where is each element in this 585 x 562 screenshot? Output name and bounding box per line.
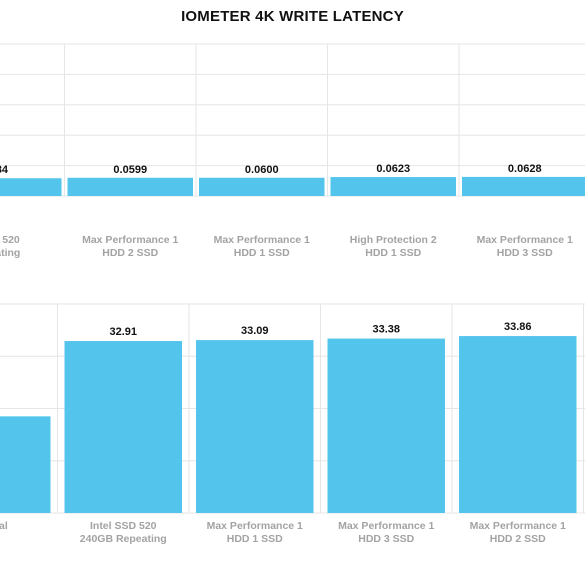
chart-top-latency: 384 SSD 520epeating 0.0599 Max Performance … (0, 43, 585, 259)
data-label: 0.0628 (508, 163, 542, 175)
data-label: 32.91 (109, 326, 137, 338)
bar (462, 176, 585, 196)
category-label: HDD 1 SSD (227, 533, 283, 545)
category-label: SSD 520 (0, 234, 20, 246)
chart-title: IOMETER 4K WRITE LATENCY (181, 8, 404, 25)
category-label: Max Performance 1 (338, 520, 434, 532)
bar (0, 178, 62, 196)
data-label: 0.0600 (245, 164, 279, 176)
category-label: HDD 3 SSD (358, 533, 414, 545)
category-label: HDD 1 SSD (234, 247, 290, 259)
category-label: Max Performance 1 (477, 234, 573, 246)
category-label: Max Performance 1 (214, 234, 310, 246)
category-label: Max Performance 1 (82, 234, 178, 246)
bar (330, 177, 456, 196)
bar (199, 177, 325, 196)
bar (459, 336, 577, 513)
category-label: Intel SSD 520 (90, 520, 157, 532)
bar (327, 338, 445, 513)
category-label: 240GB Repeating (80, 533, 167, 545)
bar (0, 416, 51, 513)
data-label: 33.38 (372, 324, 400, 336)
category-label: Max Performance 1 (207, 520, 303, 532)
category-label: High Protection 2 (350, 234, 437, 246)
data-label: 0.0623 (376, 163, 410, 175)
bar (64, 341, 182, 513)
category-label: HDD 1 SSD (365, 247, 421, 259)
category-label: HDD 3 SSD (497, 247, 553, 259)
category-label: HDD 2 SSD (490, 533, 546, 545)
data-label: 33.86 (504, 321, 532, 333)
data-label: 33.09 (241, 325, 269, 337)
data-label: 0.0599 (113, 164, 147, 176)
bar (196, 340, 314, 513)
category-label: HDD 2 SSD (102, 247, 158, 259)
category-label: Digital (0, 520, 8, 532)
category-label: Max Performance 1 (470, 520, 566, 532)
category-label: epeating (0, 247, 20, 259)
data-label: 384 (0, 164, 9, 176)
bar (67, 177, 193, 196)
